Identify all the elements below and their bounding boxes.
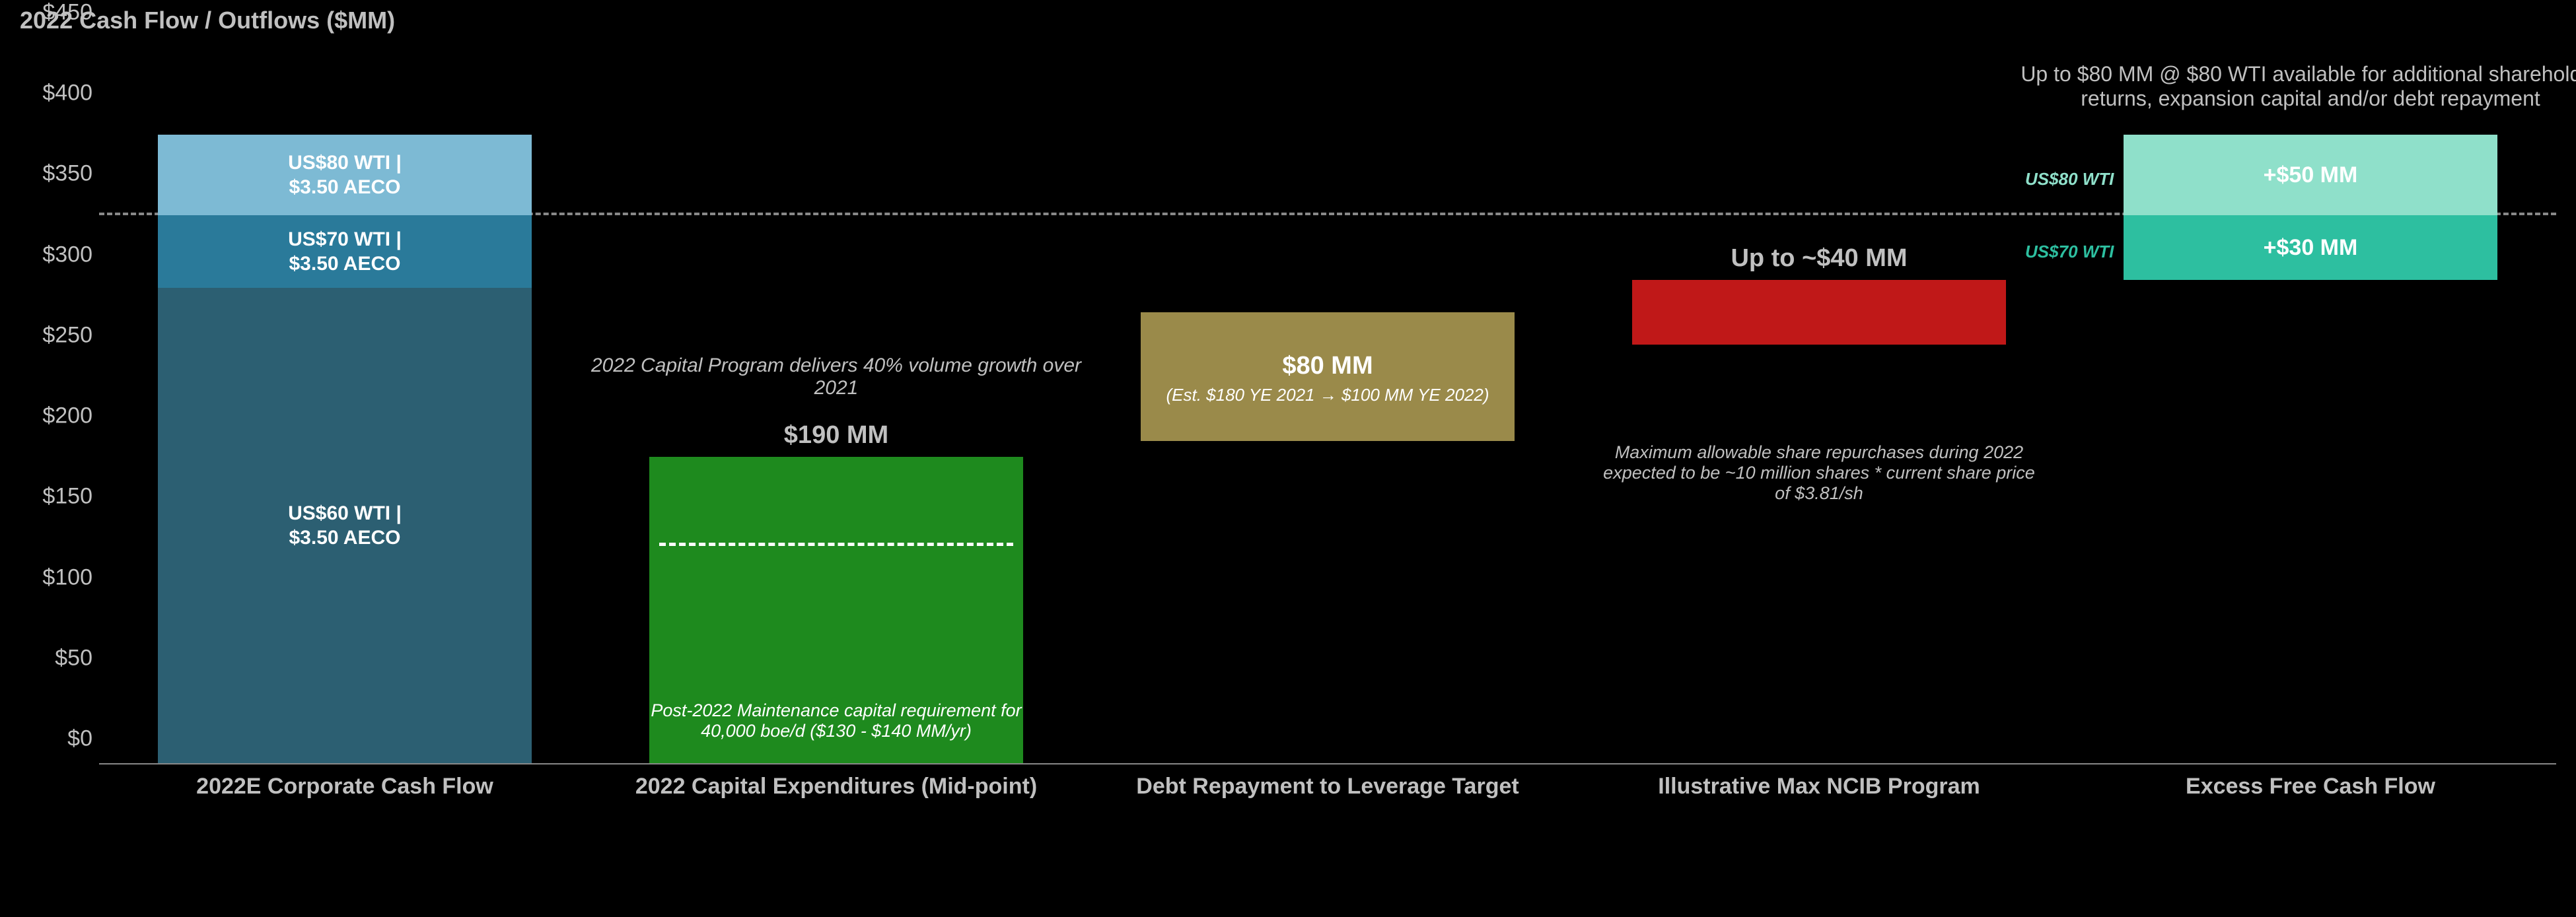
y-tick: $150	[42, 484, 92, 510]
waterfall-chart: 2022 Cash Flow / Outflows ($MM) $0 $50 $10…	[20, 7, 2556, 904]
segment-value: $80 MM	[1277, 348, 1378, 385]
chart-title: 2022 Cash Flow / Outflows ($MM)	[20, 7, 2556, 34]
bar-top-note: 2022 Capital Program delivers 40% volume…	[590, 355, 1082, 399]
segment-label: US$60 WTI |$3.50 AECO	[283, 498, 407, 553]
bar-segment: US$60 WTI |$3.50 AECO	[158, 288, 531, 763]
bar-segment: US$80 WTI |$3.50 AECO	[158, 135, 531, 215]
y-tick: $100	[42, 564, 92, 590]
x-label: 2022E Corporate Cash Flow	[99, 774, 590, 799]
bar-segment	[1632, 280, 2005, 345]
bar-top-value: $190 MM	[590, 421, 1082, 450]
y-tick: $50	[55, 645, 92, 671]
column-ncib: Up to ~$40 MM Maximum allowable share rep…	[1573, 38, 2065, 763]
segment-label: US$70 WTI |$3.50 AECO	[283, 224, 407, 279]
segment-label: US$80 WTI |$3.50 AECO	[283, 148, 407, 203]
x-label: 2022 Capital Expenditures (Mid-point)	[590, 774, 1082, 799]
column-excess_fcf: +$30 MMUS$70 WTI+$50 MMUS$80 WTIUp to $8…	[2065, 38, 2556, 763]
x-axis-labels: 2022E Corporate Cash Flow2022 Capital Ex…	[99, 774, 2556, 799]
bar-far-top-note: Up to $80 MM @ $80 WTI available for add…	[2006, 62, 2576, 111]
column-capex: Post-2022 Maintenance capital requiremen…	[590, 38, 1082, 763]
plot-area: $0$50$100$150$200$250$300$350$400$450 US…	[20, 38, 2556, 764]
x-label: Debt Repayment to Leverage Target	[1082, 774, 1573, 799]
segment-center-label: +$50 MM	[2258, 158, 2363, 192]
segment-divider	[659, 543, 1013, 546]
bar-segment: +$30 MM	[2124, 215, 2497, 280]
column-debt_repay: $80 MM(Est. $180 YE 2021 → $100 MM YE 20…	[1082, 38, 1573, 763]
segment-inner-note: Post-2022 Maintenance capital requiremen…	[649, 700, 1022, 741]
y-tick: $450	[42, 0, 92, 26]
y-tick: $0	[67, 726, 92, 752]
y-tick: $300	[42, 242, 92, 267]
y-tick: $200	[42, 403, 92, 429]
y-tick: $400	[42, 81, 92, 106]
segment-side-label: US$80 WTI	[2025, 169, 2114, 189]
bar-segment: $80 MM(Est. $180 YE 2021 → $100 MM YE 20…	[1141, 312, 1514, 441]
bar-top-value: Up to ~$40 MM	[1573, 244, 2065, 273]
segment-center-label: +$30 MM	[2258, 231, 2363, 265]
x-label: Excess Free Cash Flow	[2065, 774, 2556, 799]
segment-subtext: (Est. $180 YE 2021 → $100 MM YE 2022)	[1166, 385, 1489, 405]
segment-side-label: US$70 WTI	[2025, 242, 2114, 262]
bar-bottom-note: Maximum allowable share repurchases duri…	[1598, 442, 2040, 504]
column-corporate_cash_flow: US$60 WTI |$3.50 AECO US$70 WTI |$3.50 AE…	[99, 38, 590, 763]
bars-area: US$60 WTI |$3.50 AECO US$70 WTI |$3.50 AE…	[99, 38, 2556, 764]
x-label: Illustrative Max NCIB Program	[1573, 774, 2065, 799]
y-tick: $250	[42, 322, 92, 348]
y-tick: $350	[42, 161, 92, 187]
y-axis: $0$50$100$150$200$250$300$350$400$450	[20, 38, 99, 764]
bar-segment: US$70 WTI |$3.50 AECO	[158, 215, 531, 288]
bar-segment: +$50 MM	[2124, 135, 2497, 215]
